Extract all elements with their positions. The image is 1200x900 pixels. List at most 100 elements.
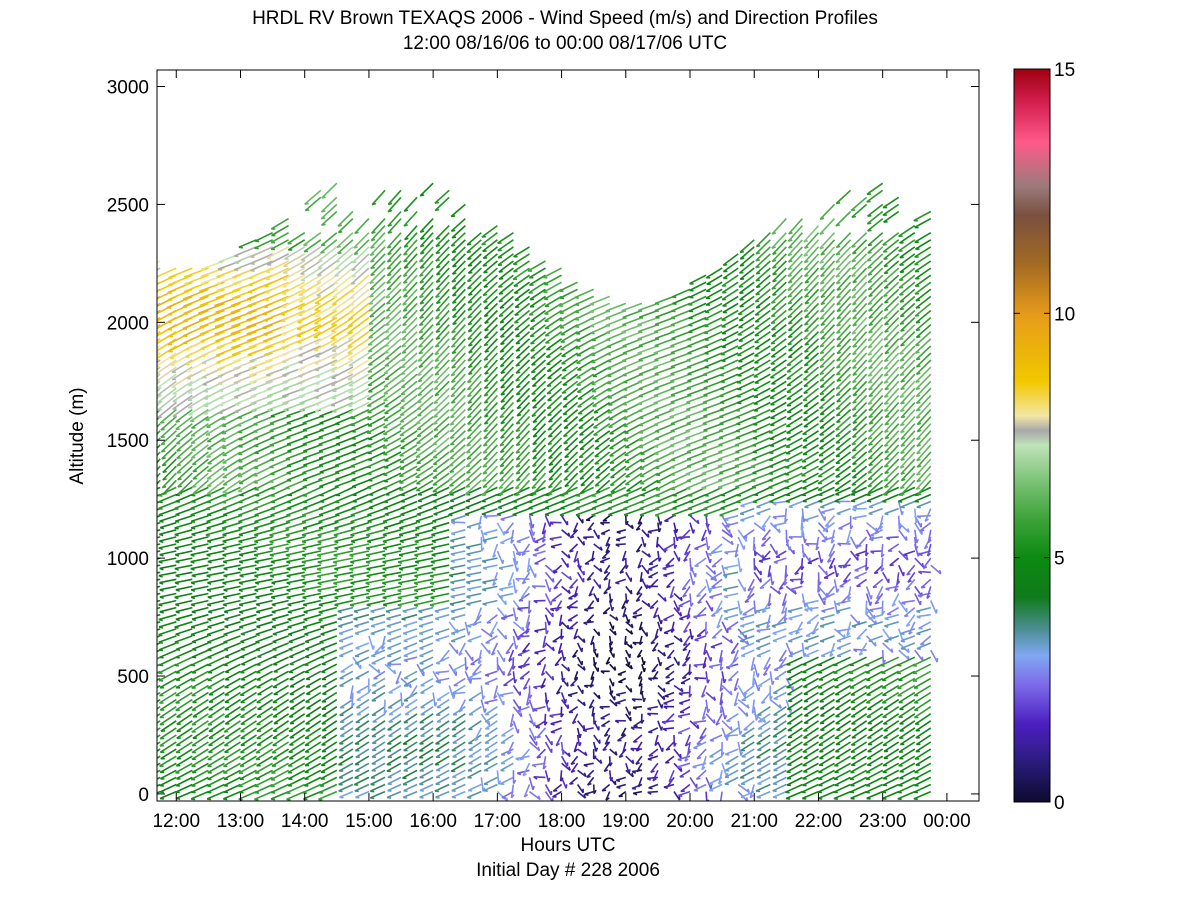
wind-arrow-head (159, 533, 164, 537)
wind-arrow (561, 762, 571, 772)
wind-arrow (544, 614, 551, 626)
wind-arrow (296, 316, 322, 330)
wind-arrow (190, 564, 209, 570)
wind-arrow (609, 423, 627, 435)
wind-arrow (314, 352, 338, 365)
wind-arrow (544, 621, 548, 635)
wind-arrow (434, 189, 450, 204)
wind-arrow (355, 727, 370, 738)
wind-arrow-head (532, 399, 537, 402)
wind-arrow (514, 316, 531, 331)
wind-arrow (207, 536, 225, 542)
wind-arrow (269, 458, 289, 468)
wind-arrow (223, 734, 241, 747)
wind-arrow-head (282, 374, 287, 377)
wind-arrow-head (318, 450, 324, 453)
wind-arrow-head (353, 246, 358, 249)
wind-arrow-head (547, 377, 552, 380)
wind-arrow (256, 663, 273, 674)
wind-arrow (254, 762, 273, 774)
wind-arrow (477, 649, 483, 664)
wind-arrow (593, 529, 600, 540)
wind-arrow (418, 324, 434, 340)
wind-arrow-head (351, 458, 356, 461)
wind-arrow-head (451, 236, 457, 239)
wind-arrow (617, 734, 627, 742)
wind-arrow-head (541, 672, 546, 677)
wind-arrow (160, 423, 177, 438)
wind-arrow-head (435, 323, 441, 326)
wind-arrow-head (199, 333, 204, 336)
wind-arrow (353, 613, 370, 620)
wind-arrow-head (401, 358, 406, 362)
wind-arrow-head (623, 381, 628, 384)
wind-arrow-head (302, 596, 307, 600)
wind-arrow (301, 585, 321, 591)
wind-arrow (451, 267, 466, 283)
wind-arrow (175, 408, 193, 423)
wind-arrow (399, 564, 418, 570)
wind-arrow (467, 281, 482, 296)
wind-arrow (516, 387, 531, 403)
wind-arrow (370, 776, 386, 786)
wind-arrow (175, 698, 193, 711)
wind-arrow-head (160, 443, 166, 446)
wind-arrow-head (254, 798, 259, 801)
wind-arrow-head (402, 316, 408, 319)
wind-arrow (206, 521, 225, 529)
wind-arrow-head (482, 603, 487, 606)
wind-arrow (322, 706, 338, 717)
wind-arrow-head (537, 663, 542, 666)
chart-subtitle: 12:00 08/16/06 to 00:00 08/17/06 UTC (402, 33, 728, 54)
wind-arrow (484, 706, 498, 716)
wind-arrow (182, 288, 209, 300)
wind-arrow (256, 656, 273, 666)
wind-arrow (499, 295, 514, 309)
wind-arrow-head (606, 339, 611, 342)
wind-arrow (286, 437, 305, 446)
wind-arrow (465, 500, 482, 509)
wind-arrow-head (377, 668, 381, 674)
wind-arrow-head (559, 514, 565, 517)
wind-arrow (158, 543, 177, 549)
wind-arrow-head (397, 589, 402, 593)
wind-arrow (332, 401, 354, 413)
wind-arrow-head (207, 618, 212, 622)
wind-arrow (639, 572, 643, 583)
wind-arrow-head (622, 374, 627, 377)
wind-arrow (190, 656, 209, 666)
wind-arrow (433, 387, 450, 404)
wind-arrow-head (366, 604, 371, 607)
wind-arrow-head (583, 622, 588, 626)
wind-arrow-head (238, 540, 243, 544)
wind-arrow-head (302, 486, 307, 489)
wind-arrow (221, 493, 241, 504)
wind-arrow (418, 613, 434, 620)
wind-arrow (490, 642, 499, 656)
wind-arrow (175, 628, 193, 636)
wind-arrow (221, 415, 241, 427)
wind-arrow-head (403, 274, 408, 277)
wind-arrow (371, 189, 386, 206)
wind-arrow-head (451, 280, 457, 283)
wind-arrow-head (663, 652, 667, 657)
wind-arrow (624, 486, 643, 497)
wind-arrow (403, 762, 418, 772)
wind-arrow (466, 430, 482, 447)
wind-arrow (560, 755, 569, 767)
wind-arrow (449, 394, 466, 412)
wind-arrow-head (238, 527, 243, 530)
wind-arrow (353, 606, 370, 613)
wind-arrow (177, 465, 193, 481)
wind-arrow (512, 507, 530, 516)
wind-arrow (450, 606, 466, 613)
wind-arrow-head (386, 287, 392, 291)
wind-arrow-head (239, 626, 244, 629)
wind-arrow-head (334, 547, 339, 551)
wind-arrow-head (432, 527, 437, 530)
wind-arrow-head (319, 494, 324, 497)
wind-arrow-head (386, 796, 392, 799)
wind-arrow (383, 500, 402, 510)
wind-arrow (397, 557, 418, 563)
wind-arrow-head (517, 607, 522, 612)
